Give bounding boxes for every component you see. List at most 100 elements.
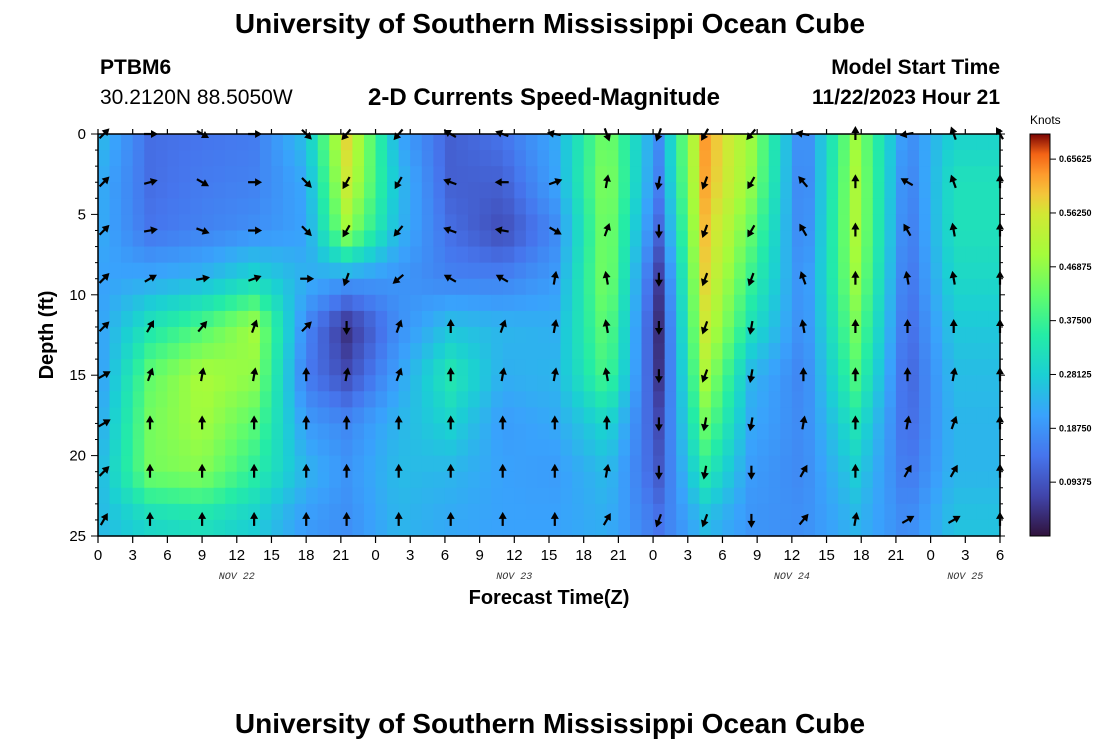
heat-cell [421,278,434,296]
heat-cell [965,278,978,296]
heat-cell [329,519,342,537]
heat-cell [849,182,862,199]
heat-cell [178,423,192,441]
heat-cell [479,198,492,215]
heat-cell [525,519,539,537]
heat-cell [213,519,226,537]
heat-cell [306,262,319,280]
heat-cell [456,262,469,280]
heat-cell [861,439,874,457]
heat-cell [618,310,631,328]
heat-cell [525,230,539,248]
heat-cell [283,487,296,505]
heat-cell [167,310,180,328]
current-arrow [394,176,403,190]
heat-cell [676,214,689,232]
heat-cell [317,423,330,441]
heat-cell [595,503,608,521]
heat-cell [410,262,423,280]
heat-cell [653,326,666,344]
current-arrow [799,367,808,382]
heat-cell [213,294,226,312]
heat-cell [872,423,885,441]
heat-cell [363,439,377,457]
heat-cell [687,198,700,215]
station-id: PTBM6 [100,56,172,79]
heat-cell [734,487,747,505]
heat-cell [190,182,203,199]
heat-cell [213,326,226,344]
heat-cell [109,230,122,248]
current-arrow [98,466,110,477]
heat-cell [780,294,793,312]
current-arrow [799,415,808,430]
heat-cell [398,423,411,441]
heat-cell [178,198,192,215]
heat-cell [444,198,458,215]
heat-cell [155,471,168,489]
heat-cell [433,407,446,425]
current-arrow [551,270,559,285]
heat-cell [560,407,573,425]
heat-cell [468,487,481,505]
heat-cell [109,519,122,537]
heat-cell [583,343,596,360]
heat-cell [514,519,527,537]
heat-cell [525,150,539,167]
heat-cell [826,182,839,199]
heat-cell [965,246,978,264]
heat-cell [421,519,434,537]
current-arrow [949,174,958,189]
heat-cell [676,134,689,151]
heat-cell [363,326,377,344]
heat-cell [433,359,446,376]
heat-cell [549,519,562,537]
heat-cell [849,214,862,232]
heat-cell [352,262,365,280]
heat-cell [444,407,458,425]
heat-cell [768,326,781,344]
heat-cell [699,246,712,264]
heat-cell [907,214,920,232]
heat-cell [537,134,550,151]
heat-cell [283,407,296,425]
heat-cell [930,423,943,441]
heat-cell [259,487,273,505]
heat-cell [502,439,515,457]
heat-cell [907,391,920,408]
heat-cell [653,375,666,392]
heat-cell [572,230,585,248]
heat-cell [606,487,619,505]
heat-cell [456,455,469,473]
heat-cell [352,150,365,167]
current-arrow [654,465,663,480]
heat-cell [421,262,434,280]
heat-cell [202,230,215,248]
heat-cell [907,246,920,264]
heat-cell [560,134,573,151]
heat-cell [988,134,1001,151]
heat-cell [502,391,515,408]
heat-cell [780,134,793,151]
heat-cell [121,198,134,215]
heat-cell [549,294,562,312]
current-arrow [394,511,403,526]
heat-cell [606,359,619,376]
heat-cell [734,471,747,489]
heat-cell [895,487,909,505]
heat-cell [421,487,434,505]
heat-cell [872,455,885,473]
heat-cell [560,519,573,537]
heat-cell [294,278,307,296]
heat-cell [976,326,990,344]
heat-cell [826,134,839,151]
heat-cell [930,294,943,312]
heat-cell [259,519,273,537]
heat-cell [803,150,816,167]
heat-cell [930,503,943,521]
heat-cell [410,455,423,473]
y-tick-label: 25 [69,528,86,545]
heat-cell [710,278,724,296]
heat-cell [861,375,874,392]
heat-cell [572,182,585,199]
